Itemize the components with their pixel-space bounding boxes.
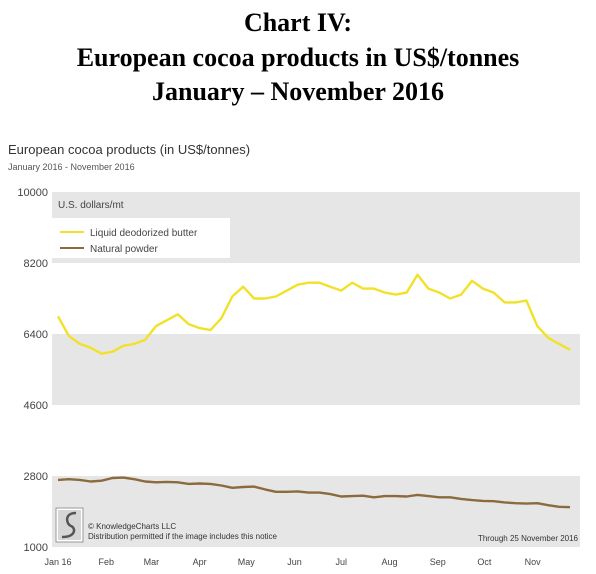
heading-chart-subject: European cocoa products in US$/tonnes	[76, 43, 520, 72]
knowledgecharts-logo	[55, 507, 84, 543]
series-lines	[56, 273, 571, 509]
legend-label-powder: Natural powder	[90, 244, 158, 255]
y-tick-label: 2800	[24, 471, 48, 483]
series-line-powder	[57, 476, 571, 509]
x-tick-label: Oct	[477, 557, 492, 567]
y-axis-ticks: 1000 2800 4600 6400 8200 10000	[17, 187, 48, 554]
x-tick-label: Jun	[287, 557, 302, 567]
legend-box	[52, 218, 230, 258]
x-tick-label: Nov	[525, 557, 542, 567]
legend-label-butter: Liquid deodorized butter	[90, 228, 198, 239]
copyright-notice: © KnowledgeCharts LLC	[88, 522, 176, 531]
series-line-butter	[56, 273, 571, 355]
heading-period: January – November 2016	[151, 77, 444, 106]
legend: Liquid deodorized butter Natural powder	[52, 218, 230, 258]
x-tick-label: Feb	[98, 557, 114, 567]
x-axis-ticks: Jan 16 Feb Mar Apr May Jun Jul Aug Sep Oct Nov	[44, 557, 541, 567]
line-chart: European cocoa products (in US$/tonnes) …	[8, 142, 580, 567]
distribution-notice: Distribution permitted if the image incl…	[88, 532, 278, 541]
chart-title: European cocoa products (in US$/tonnes)	[8, 142, 250, 157]
data-through-note: Through 25 November 2016	[478, 534, 579, 543]
x-tick-label: Apr	[193, 557, 207, 567]
plot-band	[52, 334, 580, 405]
y-tick-label: 8200	[24, 258, 48, 270]
y-axis-label: U.S. dollars/mt	[58, 200, 124, 211]
x-tick-label: Aug	[381, 557, 397, 567]
y-tick-label: 4600	[24, 400, 48, 412]
y-tick-label: 1000	[24, 542, 48, 554]
x-tick-label: May	[238, 557, 256, 567]
x-tick-label: Jul	[335, 557, 347, 567]
y-tick-label: 10000	[17, 187, 48, 199]
plot-bands	[52, 192, 580, 547]
x-tick-label: Mar	[144, 557, 160, 567]
heading-chart-number: Chart IV:	[243, 8, 353, 37]
plot-band	[52, 476, 580, 547]
x-tick-label: Sep	[430, 557, 446, 567]
x-tick-label: Jan 16	[44, 557, 71, 567]
y-tick-label: 6400	[24, 329, 48, 341]
chart-subtitle: January 2016 - November 2016	[8, 162, 135, 172]
